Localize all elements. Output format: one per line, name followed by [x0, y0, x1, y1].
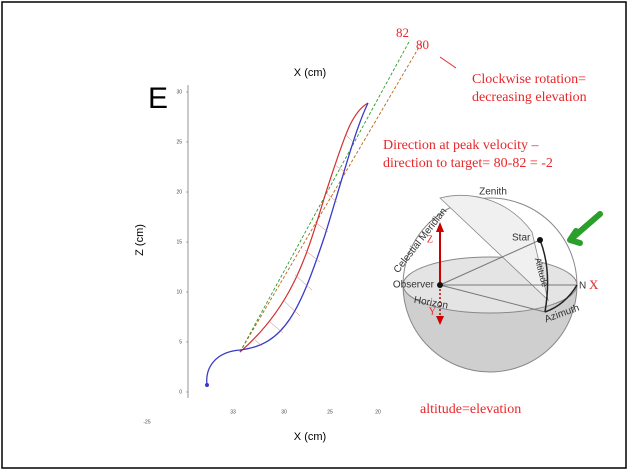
- trajectory-blue: [206, 102, 369, 386]
- sphere-label: Star: [512, 233, 531, 244]
- y-tick-label: 10: [176, 289, 182, 295]
- sphere-label: N: [579, 281, 586, 292]
- x-label-bottom: X (cm): [294, 431, 326, 443]
- azimuth-line: [439, 284, 546, 313]
- y-tick-label: 25: [176, 139, 182, 145]
- sphere-label: Y: [429, 306, 436, 317]
- annotation: Clockwise rotation=: [472, 72, 586, 87]
- y-tick-label: 30: [176, 89, 182, 95]
- y-arrow: [436, 316, 444, 325]
- y-tick-label: 5: [179, 339, 182, 345]
- sphere-label: Zenith: [479, 187, 507, 198]
- y-label: Z (cm): [134, 224, 146, 256]
- x-tick-label: -25: [143, 419, 150, 425]
- x-tick-label: 25: [327, 409, 333, 415]
- arrow: [439, 56, 457, 69]
- x-tick-label: 20: [375, 409, 381, 415]
- altitude-arc: [539, 239, 549, 313]
- panel-letter: E: [148, 82, 168, 115]
- star-line: [439, 239, 541, 286]
- annotation: Direction at peak velocity –: [383, 138, 539, 153]
- annotation: altitude=elevation: [420, 402, 521, 417]
- sphere-label: X: [589, 277, 599, 292]
- angle-label: 82: [396, 25, 409, 40]
- x-tick-label: 30: [281, 409, 287, 415]
- meridian-sector: [439, 195, 549, 302]
- x-tick-label: 33: [230, 409, 236, 415]
- y-tick-label: 20: [176, 189, 182, 195]
- y-tick-label: 15: [176, 239, 182, 245]
- y-tick-label: 0: [179, 389, 182, 395]
- observer-point: [437, 282, 443, 288]
- trajectory-red: [239, 102, 369, 353]
- x-label-top: X (cm): [294, 67, 326, 79]
- lower-hemisphere: [403, 285, 577, 372]
- sphere-label: Observer: [393, 280, 435, 291]
- start-point: [205, 383, 209, 387]
- annotation: direction to target= 80-82 = -2: [383, 156, 553, 171]
- sphere-label: Z: [427, 234, 433, 245]
- pointer-arrow: [567, 211, 603, 246]
- z-arrow: [436, 222, 444, 232]
- hatching: [254, 134, 354, 347]
- azimuth-arc: [544, 284, 578, 313]
- angle-label: 80: [416, 37, 429, 52]
- star-point: [537, 237, 543, 243]
- annotation: decreasing elevation: [472, 90, 587, 105]
